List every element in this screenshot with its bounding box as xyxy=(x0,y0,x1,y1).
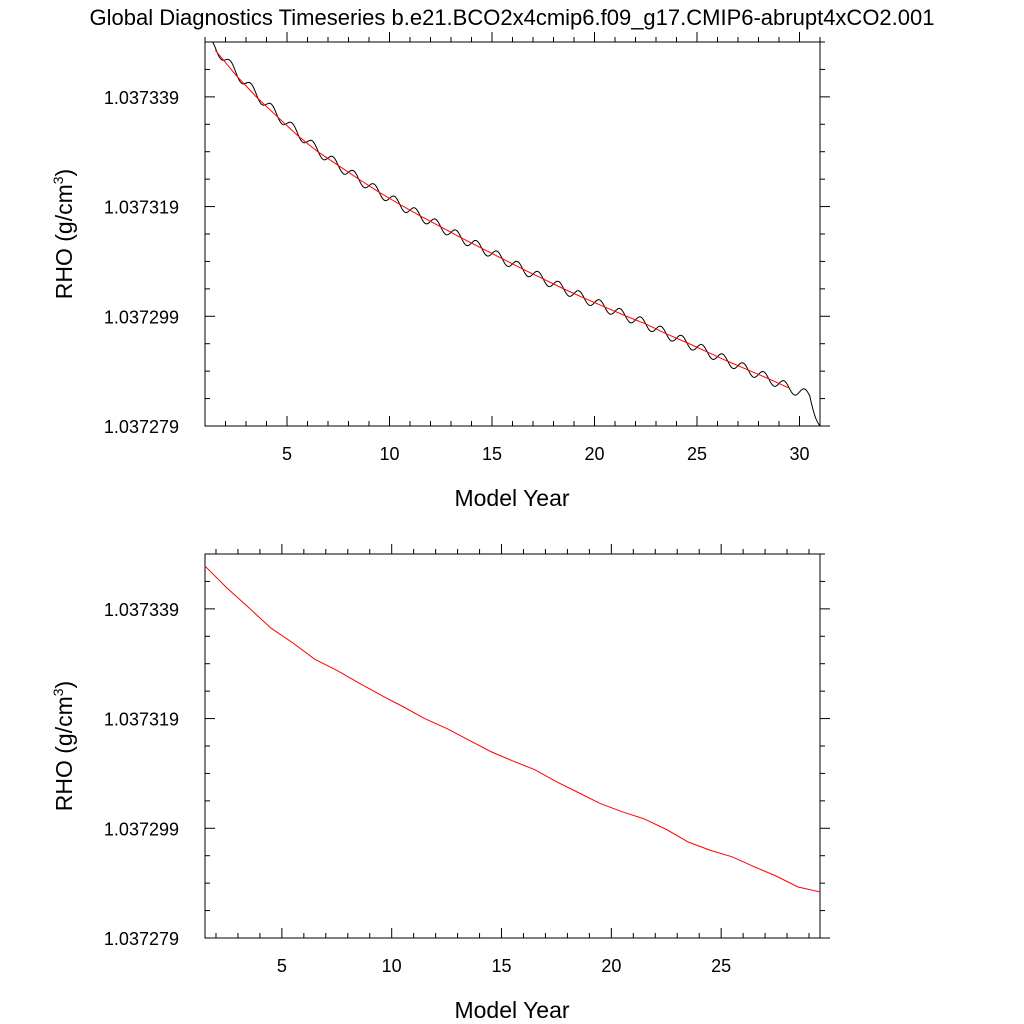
tick-labels: 5 10 15 20 25 1.037279 1.037299 1.037319 1.03733… xyxy=(104,600,731,976)
figure-title: Global Diagnostics Timeseries b.e21.BCO2… xyxy=(90,5,935,30)
y-axis-label-close: ) xyxy=(51,681,77,689)
x-tick-label: 30 xyxy=(789,444,809,464)
x-axis-label: Model Year xyxy=(454,997,569,1023)
x-tick-label: 10 xyxy=(379,444,399,464)
y-tick-label: 1.037339 xyxy=(104,600,179,620)
x-tick-label: 20 xyxy=(601,956,621,976)
x-tick-label: 15 xyxy=(482,444,502,464)
x-tick-label: 15 xyxy=(492,956,512,976)
x-tick-label: 5 xyxy=(277,956,287,976)
x-tick-label: 10 xyxy=(382,956,402,976)
x-tick-label: 25 xyxy=(687,444,707,464)
y-tick-label: 1.037279 xyxy=(104,929,179,949)
y-axis-label: RHO (g/cm3) xyxy=(50,169,77,299)
x-tick-label: 20 xyxy=(584,444,604,464)
y-tick-label: 1.037339 xyxy=(104,88,179,108)
y-axis-label-close: ) xyxy=(51,169,77,177)
series-line-annual xyxy=(214,49,790,389)
y-axis-label-text: RHO (g/cm xyxy=(51,184,77,299)
y-axis-label-superscript: 3 xyxy=(50,688,66,696)
y-axis-label-superscript: 3 xyxy=(50,176,66,184)
axis-ticks xyxy=(204,32,830,427)
y-tick-label: 1.037299 xyxy=(104,819,179,839)
y-tick-label: 1.037319 xyxy=(104,198,179,218)
chart-bottom: 5 10 15 20 25 1.037279 1.037299 1.037319 1.03733… xyxy=(50,544,830,1023)
y-axis-label: RHO (g/cm3) xyxy=(50,681,77,811)
y-tick-label: 1.037319 xyxy=(104,710,179,730)
y-axis-label-text: RHO (g/cm xyxy=(51,696,77,811)
y-tick-label: 1.037299 xyxy=(104,307,179,327)
series-layer xyxy=(205,565,820,893)
y-tick-label: 1.037279 xyxy=(104,417,179,437)
x-tick-label: 25 xyxy=(711,956,731,976)
axis-ticks xyxy=(205,544,830,939)
series-layer xyxy=(212,42,820,426)
x-tick-label: 5 xyxy=(282,444,292,464)
chart-top: 5 10 15 20 25 30 1.037279 1.037299 1.037319 1.037… xyxy=(50,32,830,511)
series-line-annual xyxy=(205,565,820,893)
tick-labels: 5 10 15 20 25 30 1.037279 1.037299 1.037319 1.037… xyxy=(104,88,810,464)
x-axis-label: Model Year xyxy=(454,485,569,511)
